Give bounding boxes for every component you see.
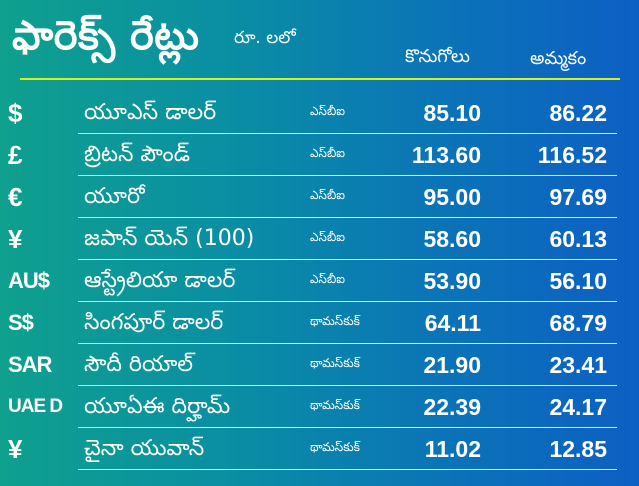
sell-rate: 24.17 [549,394,607,420]
currency-unit-label: రూ. లలో [234,28,296,48]
currency-symbol: ¥ [8,224,23,254]
currency-symbol: S$ [8,310,34,335]
row-divider [78,217,617,218]
buy-rate: 64.11 [424,310,481,336]
page-title: ఫారెక్స్ రేట్లు [12,13,200,59]
currency-symbol: $ [8,98,23,128]
currency-name: యూఏఈ దిర్హామ్ [84,394,231,419]
currency-symbol: € [8,182,23,212]
currency-name: బ్రిటన్ పౌండ్ [84,142,190,167]
buy-rate: 58.60 [423,226,481,252]
buy-rate: 113.60 [411,142,481,168]
sell-rate: 86.22 [549,100,607,126]
row-divider [78,259,617,260]
bank-name: ఎస్‌బీఐ [310,188,345,202]
row-divider [78,469,617,470]
row-divider [78,343,617,344]
sell-rate: 23.41 [549,352,607,378]
sell-column-header: అమ్మకం [530,48,587,69]
currency-symbol: SAR [8,352,52,377]
row-divider [78,427,617,428]
bank-name: ఎస్‌బీఐ [310,104,345,118]
buy-column-header: కొనుగోలు [405,46,470,67]
rate-row-cny: ¥ చైనా యువాన్ థామస్‌కుక్ 11.02 12.85 [0,429,639,471]
sell-rate: 12.85 [549,436,607,462]
buy-rate: 85.10 [423,100,481,126]
currency-name: యూఎస్ డాలర్ [84,100,217,125]
buy-rate: 11.02 [424,436,481,462]
buy-rate: 22.39 [423,394,481,420]
rate-row-usd: $ యూఎస్ డాలర్ ఎస్‌బీఐ 85.10 86.22 [0,93,639,135]
sell-rate: 116.52 [537,142,607,168]
row-divider [78,301,617,302]
buy-rate: 95.00 [423,184,481,210]
currency-symbol: UAE D [8,396,63,417]
sell-rate: 60.13 [549,226,607,252]
sell-rate: 97.69 [549,184,607,210]
currency-name: సౌదీ రియాల్ [84,352,193,377]
row-divider [78,133,617,134]
rate-row-aud: AU$ ఆస్ట్రేలియా డాలర్ ఎస్‌బీఐ 53.90 56.1… [0,261,639,303]
rates-table: $ యూఎస్ డాలర్ ఎస్‌బీఐ 85.10 86.22 £ బ్రి… [0,93,639,471]
rate-row-sar: SAR సౌదీ రియాల్ థామస్‌కుక్ 21.90 23.41 [0,345,639,387]
bank-name: ఎస్‌బీఐ [310,146,345,160]
currency-symbol: AU$ [8,268,50,293]
currency-name: యూరో [84,184,145,209]
bank-name: థామస్‌కుక్ [310,440,360,454]
bank-name: థామస్‌కుక్ [310,398,360,412]
rate-row-eur: € యూరో ఎస్‌బీఐ 95.00 97.69 [0,177,639,219]
currency-name: చైనా యువాన్ [84,436,205,461]
rate-row-gbp: £ బ్రిటన్ పౌండ్ ఎస్‌బీఐ 113.60 116.52 [0,135,639,177]
currency-name: ఆస్ట్రేలియా డాలర్ [84,268,236,293]
sell-rate: 68.79 [549,310,607,336]
sell-rate: 56.10 [549,268,607,294]
rate-row-jpy: ¥ జపాన్ యెన్ (100) ఎస్‌బీఐ 58.60 60.13 [0,219,639,261]
row-divider [78,175,617,176]
bank-name: థామస్‌కుక్ [310,356,360,370]
currency-name: జపాన్ యెన్ (100) [84,226,255,251]
rate-row-aed: UAE D యూఏఈ దిర్హామ్ థామస్‌కుక్ 22.39 24.… [0,387,639,429]
buy-rate: 21.90 [423,352,481,378]
bank-name: ఎస్‌బీఐ [310,272,345,286]
currency-symbol: ¥ [8,434,23,464]
rate-row-sgd: S$ సింగపూర్ డాలర్ థామస్‌కుక్ 64.11 68.79 [0,303,639,345]
currency-symbol: £ [8,140,23,170]
bank-name: ఎస్‌బీఐ [310,230,345,244]
title-divider [20,78,620,80]
currency-name: సింగపూర్ డాలర్ [84,310,224,335]
bank-name: థామస్‌కుక్ [310,314,360,328]
buy-rate: 53.90 [423,268,481,294]
row-divider [78,385,617,386]
